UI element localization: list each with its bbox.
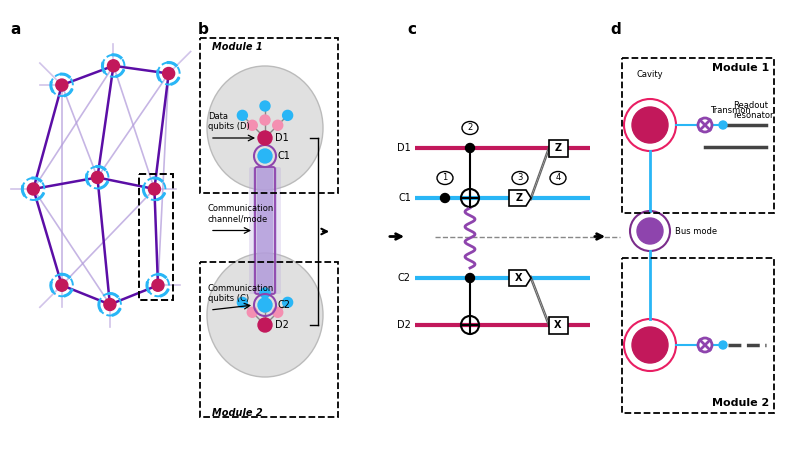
Text: C2: C2 — [398, 273, 411, 283]
Circle shape — [258, 149, 272, 163]
Text: Readout
resonator: Readout resonator — [733, 101, 773, 120]
Circle shape — [465, 273, 475, 283]
Circle shape — [92, 172, 103, 183]
Text: D1: D1 — [275, 133, 289, 143]
Circle shape — [637, 218, 663, 244]
Circle shape — [441, 193, 450, 202]
Circle shape — [258, 318, 272, 332]
Circle shape — [260, 101, 270, 111]
Circle shape — [632, 107, 668, 143]
Bar — [200, 38, 338, 193]
Circle shape — [632, 327, 668, 363]
Circle shape — [273, 120, 283, 130]
Text: D1: D1 — [397, 143, 411, 153]
Text: c: c — [407, 22, 416, 37]
Text: a: a — [10, 22, 21, 37]
FancyBboxPatch shape — [257, 167, 273, 294]
Ellipse shape — [462, 121, 478, 135]
Circle shape — [719, 341, 727, 349]
Circle shape — [247, 120, 258, 130]
Text: D2: D2 — [397, 320, 411, 330]
Text: C1: C1 — [398, 193, 411, 203]
FancyBboxPatch shape — [548, 317, 567, 334]
Circle shape — [258, 131, 272, 145]
Circle shape — [260, 288, 270, 298]
Text: Z: Z — [555, 143, 562, 153]
Text: Transmon: Transmon — [710, 106, 750, 115]
Circle shape — [260, 115, 270, 125]
Bar — [622, 58, 774, 213]
Circle shape — [465, 143, 475, 152]
Ellipse shape — [550, 172, 566, 184]
FancyBboxPatch shape — [253, 167, 277, 294]
Circle shape — [107, 60, 119, 72]
Bar — [200, 262, 338, 417]
Circle shape — [149, 183, 160, 195]
Text: Communication
qubits (C): Communication qubits (C) — [208, 283, 274, 303]
Circle shape — [56, 279, 68, 291]
Polygon shape — [509, 270, 531, 286]
Text: Bus mode: Bus mode — [675, 227, 717, 236]
Circle shape — [163, 67, 175, 80]
Circle shape — [152, 279, 164, 291]
Ellipse shape — [207, 66, 323, 190]
Ellipse shape — [512, 172, 528, 184]
Circle shape — [719, 121, 727, 129]
Circle shape — [237, 298, 247, 308]
FancyBboxPatch shape — [249, 167, 281, 294]
Text: Module 2: Module 2 — [212, 408, 262, 418]
Circle shape — [28, 183, 40, 195]
Bar — [139, 174, 173, 300]
Circle shape — [283, 298, 292, 308]
Text: Z: Z — [515, 193, 522, 203]
Text: Module 2: Module 2 — [712, 398, 769, 408]
Circle shape — [283, 111, 292, 121]
Circle shape — [56, 79, 68, 91]
Circle shape — [104, 298, 116, 310]
Text: b: b — [198, 22, 209, 37]
Text: Module 1: Module 1 — [212, 42, 262, 52]
Text: 3: 3 — [517, 173, 523, 182]
Text: Cavity: Cavity — [637, 70, 664, 79]
Text: Module 1: Module 1 — [712, 63, 769, 73]
Text: C2: C2 — [278, 300, 291, 310]
FancyBboxPatch shape — [548, 140, 567, 157]
Text: D2: D2 — [275, 320, 289, 330]
Text: 2: 2 — [468, 123, 472, 132]
Bar — [622, 258, 774, 413]
Circle shape — [247, 307, 258, 317]
Circle shape — [258, 298, 272, 312]
Ellipse shape — [437, 172, 453, 184]
Text: 1: 1 — [442, 173, 448, 182]
Text: 4: 4 — [555, 173, 561, 182]
Circle shape — [273, 307, 283, 317]
Ellipse shape — [207, 253, 323, 377]
Text: d: d — [610, 22, 621, 37]
Text: Data
qubits (D): Data qubits (D) — [208, 111, 250, 131]
Polygon shape — [509, 190, 531, 206]
Circle shape — [260, 302, 270, 312]
Text: X: X — [515, 273, 523, 283]
Text: X: X — [555, 320, 562, 330]
Text: C1: C1 — [278, 151, 291, 161]
Circle shape — [237, 111, 247, 121]
Text: Communication
channel/mode: Communication channel/mode — [208, 204, 274, 223]
